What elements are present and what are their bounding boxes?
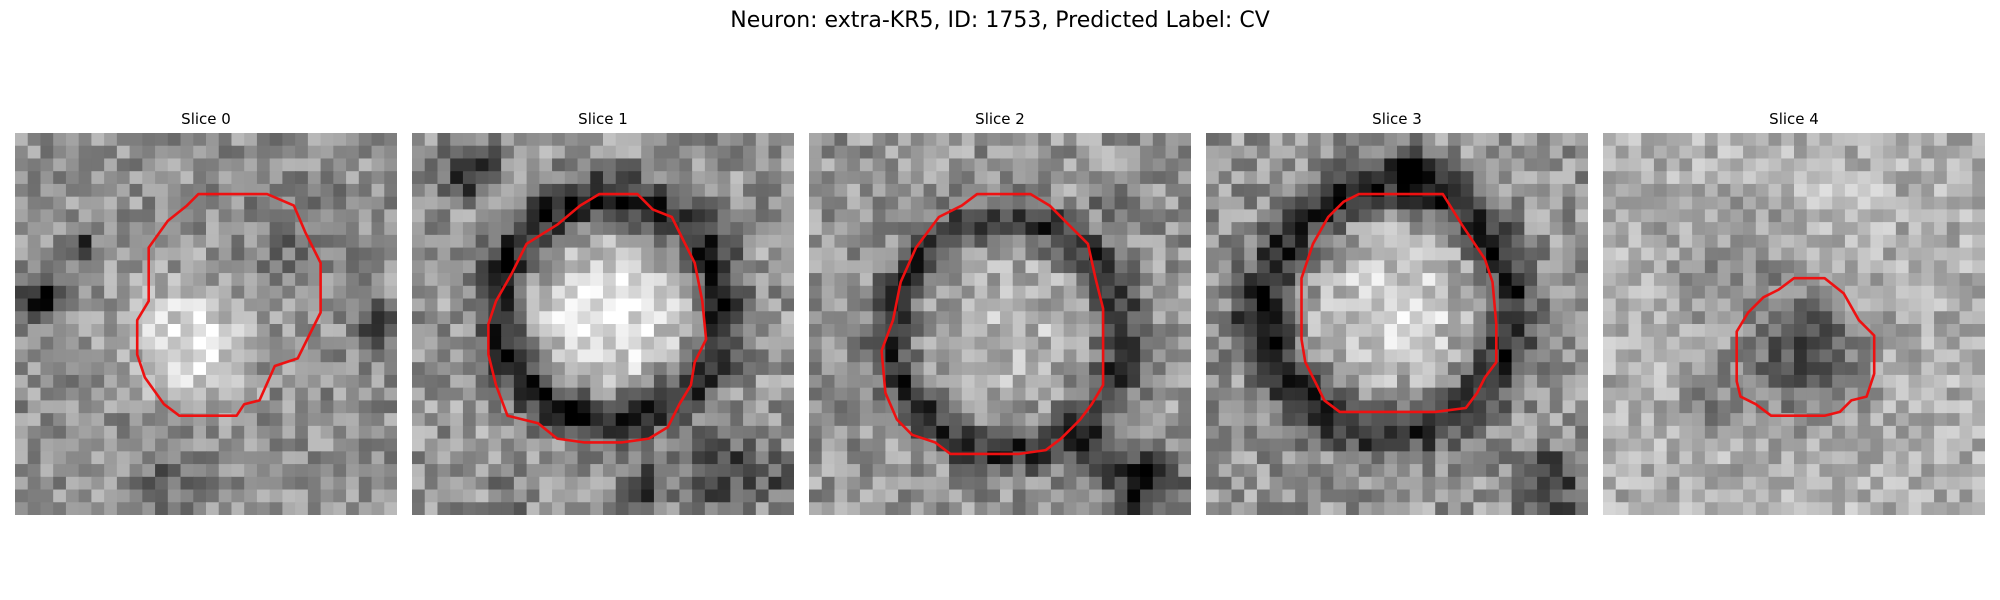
slice-title-4: Slice 4: [1769, 110, 1819, 128]
slice-image-1: [412, 133, 794, 515]
slice-title-0: Slice 0: [181, 110, 231, 128]
slice-panel-1: Slice 1: [412, 108, 794, 515]
slice-image-3: [1206, 133, 1588, 515]
slice-image-0: [15, 133, 397, 515]
segmentation-contour-0: [135, 192, 322, 418]
slice-title-2: Slice 2: [975, 110, 1025, 128]
segmentation-contour-2: [880, 192, 1105, 456]
slice-panel-2: Slice 2: [809, 108, 1191, 515]
slice-panel-0: Slice 0: [15, 108, 397, 515]
segmentation-contour-4: [1735, 276, 1876, 418]
slice-panel-3: Slice 3: [1206, 108, 1588, 515]
segmentation-contour-1: [487, 192, 708, 444]
slice-image-2: [809, 133, 1191, 515]
slice-title-1: Slice 1: [578, 110, 628, 128]
slice-image-4: [1603, 133, 1985, 515]
figure-title: Neuron: extra-KR5, ID: 1753, Predicted L…: [730, 8, 1270, 33]
slice-panel-4: Slice 4: [1603, 108, 1985, 515]
slice-title-3: Slice 3: [1372, 110, 1422, 128]
segmentation-contour-3: [1300, 192, 1498, 414]
